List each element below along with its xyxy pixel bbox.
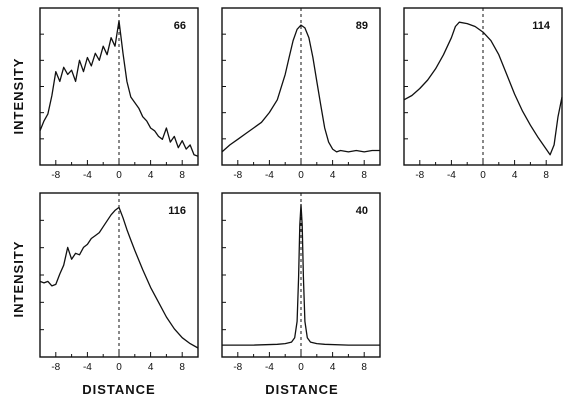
intensity-curve: [39, 206, 199, 349]
x-tick-label: 0: [298, 170, 304, 181]
x-tick-label: 8: [361, 170, 367, 181]
intensity-curve: [39, 20, 199, 157]
x-tick-label: -4: [447, 170, 456, 181]
intensity-curve: [222, 203, 380, 346]
x-tick-label: -4: [83, 170, 92, 181]
intensity-curve: [403, 21, 563, 156]
x-tick-label: 4: [148, 362, 154, 373]
panel-label: 116: [168, 205, 186, 217]
x-tick-label: -4: [265, 362, 274, 373]
panel-116: -8 -4 0 4 8 116: [39, 192, 199, 373]
panel-66: -8 -4 0 4 8 66: [39, 7, 199, 181]
panel-114: -8 -4 0 4 8 114: [403, 7, 563, 181]
x-tick-label: 4: [330, 170, 336, 181]
x-axis-title-right: DISTANCE: [265, 382, 338, 397]
x-tick-label: 8: [179, 362, 185, 373]
x-tick-label: -8: [233, 362, 242, 373]
x-tick-label: 0: [298, 362, 304, 373]
panel-89: -8 -4 0 4 8 89: [221, 7, 381, 181]
x-tick-label: 4: [148, 170, 154, 181]
x-axis-title-left: DISTANCE: [82, 382, 155, 397]
x-tick-label: -8: [51, 170, 60, 181]
x-tick-label: 8: [361, 362, 367, 373]
panel-label: 114: [532, 20, 551, 32]
x-tick-label: -8: [51, 362, 60, 373]
x-tick-label: 0: [480, 170, 486, 181]
x-tick-label: 4: [330, 362, 336, 373]
x-tick-label: -8: [415, 170, 424, 181]
x-tick-label: -4: [265, 170, 274, 181]
panel-label: 66: [174, 20, 186, 32]
intensity-curve: [221, 24, 380, 153]
y-axis-title-bottom: INTENSITY: [11, 241, 26, 318]
y-axis-title-top: INTENSITY: [11, 58, 26, 135]
x-tick-label: 8: [179, 170, 185, 181]
x-tick-label: -4: [83, 362, 92, 373]
x-tick-label: 0: [116, 362, 122, 373]
x-tick-label: 4: [512, 170, 518, 181]
x-tick-label: 8: [543, 170, 549, 181]
panel-label: 40: [356, 205, 368, 217]
x-tick-label: -8: [233, 170, 242, 181]
x-tick-label: 0: [116, 170, 122, 181]
panel-40: -8 -4 0 4 8 40: [221, 192, 381, 373]
panel-label: 89: [356, 20, 368, 32]
